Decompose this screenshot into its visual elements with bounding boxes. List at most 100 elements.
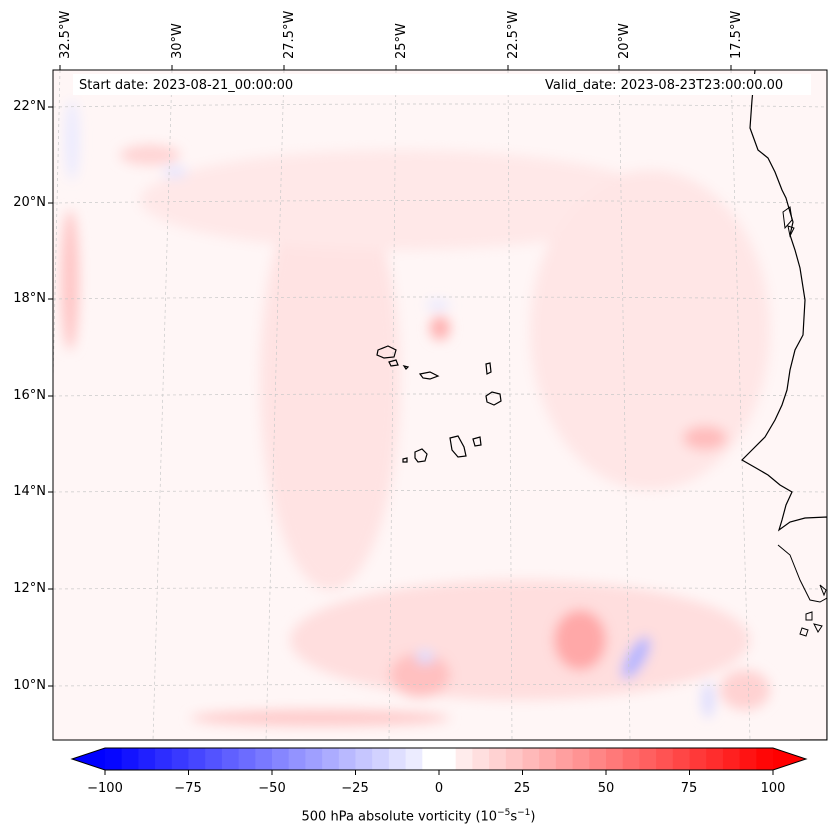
colorbar-tick-label: −50 — [258, 781, 286, 796]
colorbar-cell — [522, 748, 540, 770]
colorbar-title-exp1: −5 — [497, 808, 511, 818]
cape-verde-islands — [376, 345, 502, 463]
colorbar-cell — [138, 748, 156, 770]
pos-spot-c — [683, 426, 727, 450]
colorbar-cell — [439, 748, 457, 770]
colorbar-title: 500 hPa absolute vorticity (10−5s−1) — [0, 808, 837, 824]
colorbar-cell — [405, 748, 423, 770]
neg-spot-a — [621, 636, 651, 680]
pos-region-south — [290, 580, 750, 700]
coast-detail — [777, 206, 827, 603]
colorbar-cell — [338, 748, 357, 770]
neg-spot-b — [65, 100, 79, 180]
sao-nicolau — [418, 371, 440, 380]
lat-label-14n: 14°N — [13, 484, 46, 499]
lat-label-10n: 10°N — [13, 678, 46, 693]
colorbar-cell — [238, 748, 256, 770]
colorbar-cell — [188, 748, 206, 770]
colorbar-cell — [255, 748, 273, 770]
colorbar-cells — [105, 748, 774, 770]
colorbar-cell — [672, 748, 691, 770]
pos-band-left — [61, 210, 79, 350]
lon-label-17-5w: 17.5°W — [729, 10, 744, 59]
neg-spot-c — [702, 682, 714, 718]
colorbar-cell — [689, 748, 707, 770]
colorbar-cell — [372, 748, 390, 770]
fogo — [414, 448, 428, 463]
neg-spot-f — [426, 300, 450, 310]
colorbar-extend-max — [773, 748, 806, 770]
pos-spot-f — [720, 670, 770, 710]
colorbar-cell — [422, 748, 440, 770]
colorbar-cell — [656, 748, 674, 770]
bijagos-islands — [799, 584, 827, 637]
maio — [472, 436, 482, 447]
pos-band-bottom — [190, 710, 450, 726]
graticule — [53, 70, 827, 740]
colorbar-cell — [472, 748, 490, 770]
lon-ticks — [59, 65, 732, 70]
lon-label-27-5w: 27.5°W — [282, 10, 297, 59]
neg-spot-e — [416, 650, 434, 664]
santiago — [449, 435, 467, 458]
header-box — [73, 74, 811, 95]
brava — [402, 457, 408, 463]
colorbar — [70, 747, 808, 775]
colorbar-tick-label: 50 — [597, 781, 615, 796]
pos-spot-e — [120, 145, 180, 165]
pos-spot-b — [390, 653, 450, 697]
colorbar-cell — [155, 748, 173, 770]
colorbar-title-exp2: −1 — [517, 808, 531, 818]
colorbar-cell — [171, 748, 190, 770]
vorticity-field — [53, 70, 827, 740]
colorbar-tick-label: −100 — [87, 781, 123, 796]
colorbar-cell — [639, 748, 657, 770]
lon-label-32-5w: 32.5°W — [58, 10, 73, 59]
colorbar-title-mid: s — [510, 809, 518, 825]
colorbar-cell — [505, 748, 524, 770]
colorbar-cell — [622, 748, 640, 770]
santo-antao — [376, 345, 397, 359]
colorbar-title-end: ) — [530, 809, 536, 825]
boa-vista — [485, 391, 502, 406]
colorbar-cell — [221, 748, 240, 770]
lat-label-16n: 16°N — [13, 388, 46, 403]
colorbar-cell — [288, 748, 306, 770]
colorbar-cell — [305, 748, 323, 770]
colorbar-cell — [121, 748, 139, 770]
pos-spot-a — [554, 610, 606, 670]
colorbar-cell — [322, 748, 340, 770]
santa-luzia — [402, 365, 410, 370]
colorbar-cell — [739, 748, 757, 770]
sao-vicente — [388, 359, 399, 367]
colorbar-tick-label: 25 — [513, 781, 531, 796]
colorbar-cell — [272, 748, 290, 770]
colorbar-title-text: 500 hPa absolute vorticity (10 — [301, 809, 498, 825]
colorbar-cell — [706, 748, 724, 770]
colorbar-extend-min — [72, 748, 105, 770]
neg-spot-d — [163, 166, 187, 178]
colorbar-tick-label: 100 — [760, 781, 786, 796]
colorbar-cell — [606, 748, 624, 770]
start-date-label: Start date: 2023-08-21_00:00:00 — [79, 78, 294, 93]
colorbar-cell — [388, 748, 407, 770]
lon-label-22-5w: 22.5°W — [506, 10, 521, 59]
colorbar-cell — [455, 748, 473, 770]
colorbar-cell — [722, 748, 741, 770]
colorbar-cell — [572, 748, 590, 770]
pos-spot-d — [430, 316, 450, 340]
colorbar-tick-label: −75 — [174, 781, 202, 796]
colorbar-cell — [205, 748, 223, 770]
lon-label-30w: 30°W — [170, 23, 185, 59]
pos-region-central — [260, 170, 400, 590]
colorbar-tick-label: 75 — [680, 781, 698, 796]
lat-label-20n: 20°N — [13, 195, 46, 210]
colorbar-tick-label: −25 — [341, 781, 369, 796]
colorbar-cell — [355, 748, 373, 770]
lat-label-22n: 22°N — [13, 99, 46, 114]
lon-label-25w: 25°W — [394, 23, 409, 59]
colorbar-cell — [539, 748, 557, 770]
lat-ticks — [48, 106, 53, 687]
pos-region-north — [140, 150, 660, 250]
